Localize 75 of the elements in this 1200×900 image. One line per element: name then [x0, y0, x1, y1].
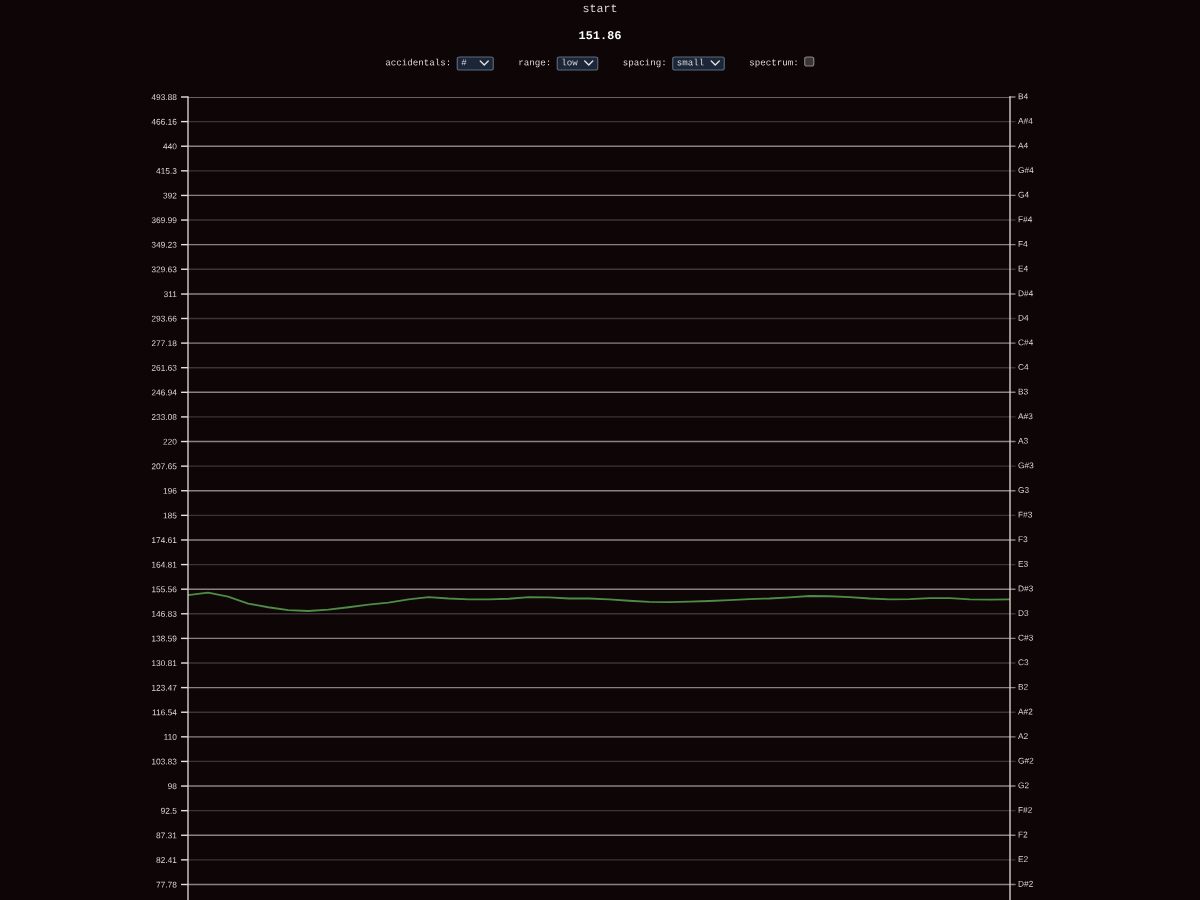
- ref-line-label: A#4: [1018, 118, 1033, 124]
- y-tick-label: 493.88: [151, 94, 177, 101]
- text: start: [583, 4, 617, 13]
- y-tick-label: 155.56: [152, 586, 177, 593]
- y-tick-label: 207.65: [151, 463, 177, 470]
- y-tick-label: 466.16: [151, 118, 177, 125]
- y-tick-label: 92.5: [161, 807, 177, 814]
- y-tick-label: 311: [163, 291, 177, 298]
- y-tick-label: 246.94: [151, 389, 177, 396]
- ref-line-label: D3: [1018, 610, 1029, 617]
- ref-line-label: A2: [1018, 733, 1028, 739]
- ref-line-label: B2: [1018, 683, 1028, 690]
- ref-line-label: D#4: [1018, 290, 1034, 297]
- text: spectrum:: [750, 59, 797, 68]
- y-tick-label: 138.59: [152, 635, 177, 642]
- y-tick-label: 196: [163, 487, 177, 494]
- text: range:: [519, 60, 550, 68]
- ref-line-label: G4: [1018, 191, 1029, 198]
- ref-line-label: A3: [1018, 437, 1028, 444]
- ref-line-label: A#3: [1018, 413, 1033, 420]
- ref-line-label: G3: [1018, 487, 1029, 493]
- y-tick-label: 415.3: [156, 168, 177, 174]
- text: small: [677, 58, 704, 66]
- y-tick-label: 440: [163, 143, 177, 150]
- y-tick-label: 293.66: [151, 315, 177, 322]
- text: accidentals:: [385, 58, 450, 66]
- ref-line-label: C#3: [1018, 634, 1033, 641]
- text: spacing:: [623, 58, 665, 68]
- ref-line-label: E4: [1018, 265, 1028, 272]
- text: 151.86: [579, 31, 621, 40]
- ref-line-label: F#2: [1018, 806, 1032, 813]
- text: low: [562, 58, 578, 66]
- ref-line-label: G2: [1018, 782, 1029, 789]
- ref-line-label: D4: [1018, 314, 1029, 321]
- ref-line-label: F#4: [1018, 216, 1033, 223]
- ref-line-label: E3: [1018, 560, 1028, 567]
- y-tick-label: 369.99: [151, 217, 177, 224]
- y-tick-label: 164.81: [152, 561, 177, 568]
- y-tick-label: 233.08: [151, 414, 177, 421]
- y-tick-label: 146.83: [152, 610, 177, 617]
- ref-line-label: A4: [1018, 142, 1028, 149]
- ref-line-label: D#2: [1018, 880, 1033, 887]
- y-tick-label: 103.83: [152, 758, 177, 765]
- y-tick-label: 277.18: [151, 340, 177, 347]
- ref-line-label: B3: [1018, 388, 1028, 395]
- y-tick-label: 174.61: [152, 537, 177, 544]
- ref-line-label: B4: [1018, 93, 1028, 100]
- y-tick-label: 392: [163, 192, 177, 199]
- ref-line-label: C3: [1018, 659, 1029, 666]
- ref-line-label: F#3: [1018, 511, 1032, 518]
- y-tick-label: 329.63: [151, 266, 177, 273]
- ref-line-label: G#4: [1018, 167, 1034, 174]
- ref-line-label: A#2: [1018, 708, 1033, 715]
- ref-line-label: C4: [1018, 364, 1029, 370]
- ref-line-label: G#3: [1018, 462, 1034, 469]
- ref-line-label: G#2: [1018, 757, 1034, 764]
- y-tick-label: 77.78: [156, 881, 177, 888]
- y-tick-label: 220: [163, 438, 177, 445]
- ref-line-label: F3: [1018, 536, 1028, 543]
- y-tick-label: 98: [168, 783, 177, 790]
- ref-line-label: C#4: [1018, 339, 1034, 346]
- text: #: [461, 59, 467, 66]
- y-tick-label: 110: [164, 734, 177, 740]
- y-tick-label: 130.81: [152, 660, 177, 667]
- y-tick-label: 87.31: [156, 832, 177, 839]
- y-tick-label: 116.54: [152, 709, 177, 716]
- y-tick-label: 185: [163, 512, 177, 519]
- y-tick-label: 261.63: [151, 364, 177, 371]
- y-tick-label: 82.41: [156, 857, 177, 863]
- ref-line-label: E2: [1018, 856, 1028, 863]
- y-tick-label: 123.47: [152, 684, 177, 691]
- ref-line-label: F2: [1018, 831, 1028, 838]
- ref-line-label: F4: [1018, 241, 1028, 247]
- ref-line-label: D#3: [1018, 585, 1033, 592]
- y-tick-label: 349.23: [151, 241, 177, 248]
